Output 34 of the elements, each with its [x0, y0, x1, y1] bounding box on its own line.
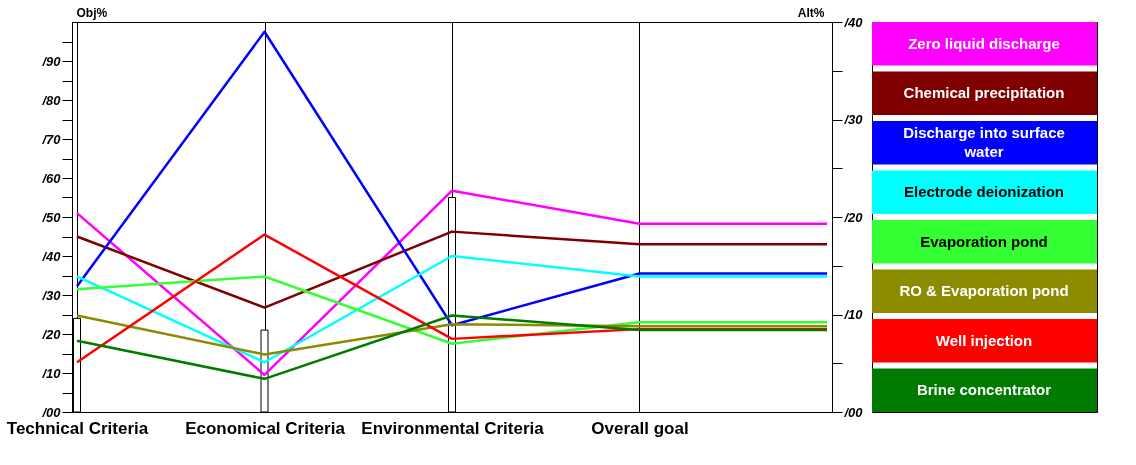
text: Brine concentrator	[916, 381, 1052, 399]
y-tick-label: /40	[41, 248, 62, 264]
x-tick-label: Technical Criteria	[6, 418, 149, 438]
y-tick-label: /10	[41, 365, 62, 381]
y2-tick-label: /10	[843, 307, 864, 322]
line-series	[75, 230, 829, 309]
y-tick-label: /70	[41, 131, 62, 147]
text: Electrode deionization	[903, 183, 1065, 201]
x-tick-label: Economical Criteria	[185, 418, 346, 438]
text: RO & Evaporation pond	[899, 282, 1069, 300]
x-tick-label: Overall goal	[591, 418, 689, 438]
y-axis-title: Obj%	[76, 5, 108, 20]
line-series	[75, 189, 829, 377]
y2-axis-title: Alt%	[797, 5, 825, 20]
y2-tick-label: /20	[843, 209, 864, 225]
text: Evaporation pond	[920, 232, 1048, 250]
text: Chemical precipitation	[903, 84, 1065, 102]
y2-tick-label: /30	[843, 112, 864, 127]
y-tick-label: /20	[41, 326, 62, 342]
text: Zero liquid discharge	[908, 34, 1060, 52]
text: Well injection	[935, 331, 1033, 349]
y2-tick-label: /00	[843, 404, 864, 420]
line-series	[75, 314, 829, 381]
y-tick-label: /90	[41, 53, 62, 69]
line-series	[75, 314, 829, 356]
y2-tick-label: /40	[843, 14, 864, 30]
y-tick-label: /50	[41, 209, 62, 225]
y-tick-label: /30	[41, 287, 62, 303]
text: Discharge into surface water	[903, 124, 1065, 161]
y-tick-label: /60	[41, 170, 62, 186]
y-tick-label: /00	[41, 404, 62, 420]
line-series	[75, 30, 829, 327]
x-tick-label: Environmental Criteria	[361, 418, 545, 438]
y-tick-label: /80	[41, 92, 62, 108]
